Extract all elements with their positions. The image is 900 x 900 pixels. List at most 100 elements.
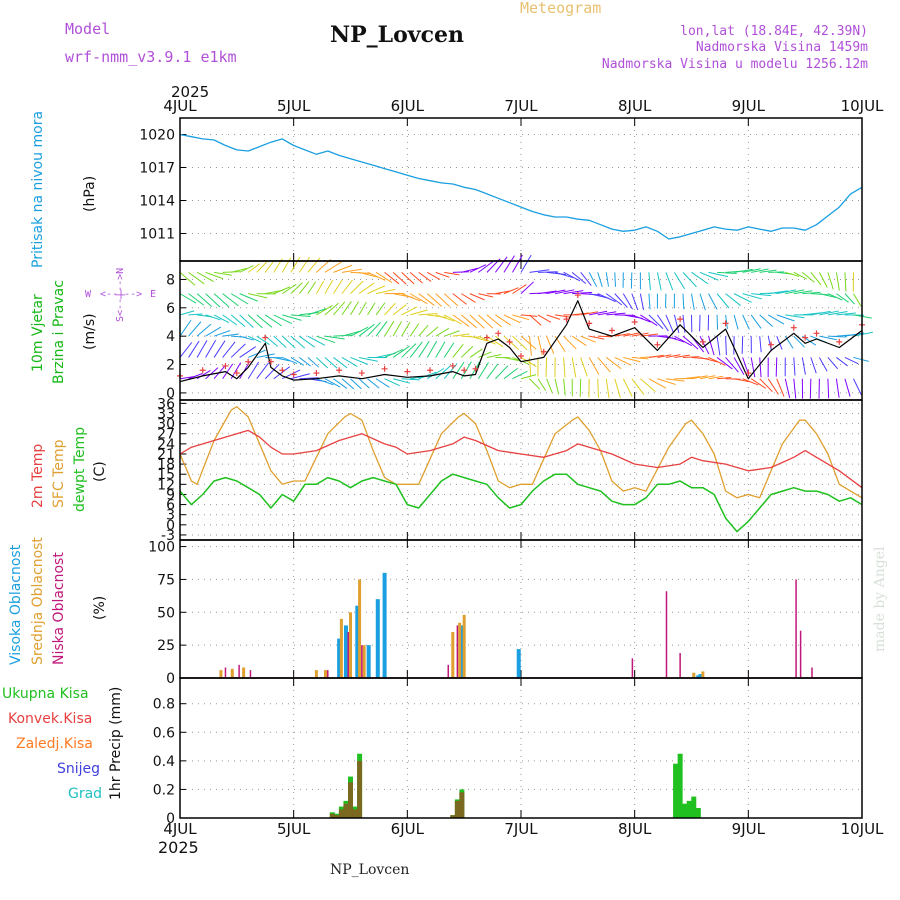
altitude-label: Nadmorska Visina 1459m — [695, 40, 868, 55]
wind-arrow — [563, 357, 566, 378]
wind-arrow — [375, 271, 393, 283]
cloud-bar-mid — [362, 645, 366, 678]
wind-arrow — [367, 302, 376, 316]
temp-unit: (C) — [92, 461, 108, 482]
pressure-unit: (hPa) — [82, 175, 98, 212]
wind-arrow — [358, 378, 370, 389]
wind-arrow — [290, 373, 310, 380]
precip-total-label: Ukupna Kisa — [2, 686, 89, 702]
day-label-bottom: 5JUL — [277, 820, 311, 838]
wind-arrow — [793, 290, 813, 295]
precip-unit: 1hr Precip (mm) — [108, 686, 124, 800]
wind-arrow — [520, 254, 532, 273]
wind-arrow — [384, 302, 396, 316]
wind-arrow — [622, 378, 633, 397]
wind-arrow — [298, 256, 311, 273]
wind-arrow — [213, 314, 230, 324]
temp2m-line — [179, 429, 863, 489]
wind-arrow — [717, 377, 732, 380]
y-tick-label: 1017 — [139, 161, 175, 177]
wind-arrow — [230, 343, 246, 358]
wind-arrow — [750, 378, 767, 389]
wind-arrow — [290, 256, 301, 273]
wind-unit: (m/s) — [82, 313, 98, 350]
day-label-top: 8JUL — [618, 97, 652, 115]
wind-arrow — [640, 314, 658, 326]
coords-label: lon,lat (18.84E, 42.39N) — [680, 24, 868, 39]
wind-arrow — [708, 336, 715, 356]
wind-arrow — [759, 314, 774, 328]
wind-arrow — [239, 293, 258, 302]
wind-arrow — [358, 301, 367, 316]
wind-arrow — [810, 310, 831, 316]
wind-arrow — [631, 293, 639, 311]
precip-bar-convective — [329, 813, 335, 818]
cloud-bar-low — [799, 630, 802, 678]
precip-bar-convective — [352, 809, 358, 818]
pressure-line — [179, 133, 863, 240]
wind-arrow — [563, 290, 584, 295]
y-tick-label: 6 — [166, 301, 175, 317]
y-tick-label: 1014 — [139, 194, 175, 210]
wind-arrow — [205, 367, 219, 380]
wind-arrow — [205, 314, 221, 321]
model-label: Model — [65, 20, 111, 38]
cloud-bar-high — [382, 572, 387, 678]
day-label-bottom: 8JUL — [618, 820, 652, 838]
wind-arrow — [222, 314, 238, 326]
wind-arrow — [486, 354, 502, 358]
wind-arrow — [409, 271, 423, 284]
dewpt-temp-line — [179, 473, 863, 533]
wind-arrow — [503, 287, 519, 295]
wind-arrow — [656, 272, 662, 291]
cloud-bar-low — [456, 625, 459, 678]
wind-arrow — [512, 335, 528, 351]
y-tick-label: 50 — [157, 605, 175, 621]
wind-arrow — [750, 357, 756, 378]
wind-arrow — [418, 371, 437, 380]
wind-arrow — [589, 310, 608, 316]
wind-arrow — [290, 314, 311, 318]
wind-arrow — [571, 271, 587, 284]
wind-arrow — [656, 314, 669, 332]
wind-arrow — [205, 339, 217, 358]
wind-arrow — [179, 376, 194, 380]
wind-arrow — [375, 288, 396, 295]
wind-arrow — [836, 312, 856, 316]
wind-gust-marker — [768, 341, 775, 348]
wind-arrow — [699, 375, 716, 380]
wind-arrow — [247, 335, 262, 343]
wind-gust-marker — [313, 370, 320, 377]
wind-arrow — [503, 255, 515, 273]
wind-arrow — [281, 257, 292, 273]
y-tick-label: 0 — [166, 811, 175, 827]
wind-arrow — [708, 293, 718, 310]
day-label-top: 5JUL — [277, 97, 311, 115]
wind-arrow — [478, 261, 494, 273]
wind-arrow — [248, 293, 268, 299]
wind-arrow — [691, 293, 695, 310]
wind-arrow — [213, 330, 231, 337]
wind-label-2: Brzina i Pravac — [51, 280, 67, 384]
wind-arrow — [375, 378, 390, 388]
cloud-bar-mid — [314, 670, 318, 678]
wind-arrow — [648, 378, 667, 389]
wind-arrow — [384, 348, 404, 358]
wind-arrow — [563, 335, 577, 350]
wind-arrow — [264, 259, 275, 273]
wind-gust-marker — [336, 367, 343, 374]
wind-arrow — [341, 268, 362, 273]
wind-gust-marker — [563, 316, 570, 323]
wind-arrow — [725, 314, 728, 330]
day-label-bottom: 9JUL — [731, 820, 765, 838]
y-tick-label: 8 — [166, 272, 175, 288]
wind-speed-line — [179, 300, 863, 383]
wind-gust-marker — [699, 338, 706, 345]
pressure-label: Pritisak na nivou mora — [30, 110, 46, 268]
wind-arrow — [520, 281, 534, 294]
wind-arrow — [341, 330, 362, 337]
wind-gust-marker — [461, 367, 468, 374]
wind-arrow — [409, 341, 423, 358]
wind-arrow — [785, 271, 800, 277]
wind-arrow — [716, 357, 733, 370]
